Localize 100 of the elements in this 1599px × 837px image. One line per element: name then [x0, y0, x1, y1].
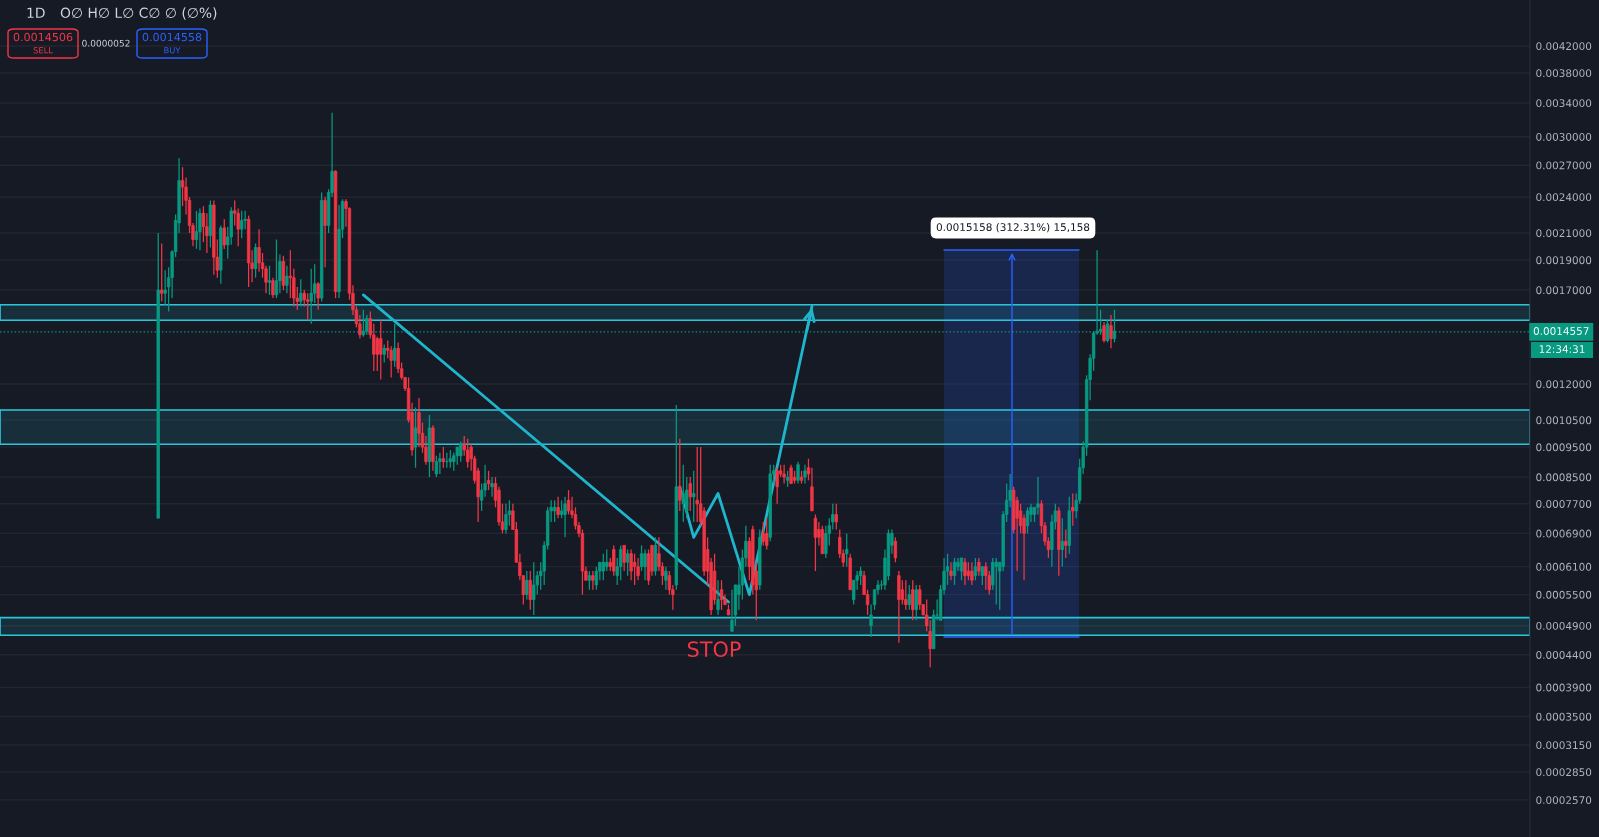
candlestick — [970, 561, 974, 586]
y-tick-label: 0.0002850 — [1536, 768, 1592, 777]
candlestick — [490, 476, 494, 498]
candlestick — [629, 548, 633, 581]
candlestick — [1064, 528, 1068, 559]
y-tick-label: 0.0017000 — [1536, 286, 1592, 295]
ref-line-label: 0.0014557 — [1533, 327, 1589, 335]
candlestick — [869, 603, 873, 638]
candlestick — [552, 499, 557, 523]
candlestick — [632, 553, 637, 586]
candlestick — [664, 566, 668, 591]
chart-title: 1D — [27, 7, 45, 18]
candlestick — [612, 544, 616, 577]
candlestick — [281, 255, 286, 291]
y-tick-label: 0.0042000 — [1536, 42, 1592, 51]
candlestick — [695, 446, 699, 523]
candlestick — [692, 470, 696, 523]
candlestick — [911, 579, 915, 621]
candlestick — [775, 467, 779, 505]
candlestick — [1109, 314, 1113, 349]
candlestick — [813, 513, 818, 572]
candlestick — [316, 281, 320, 311]
candlestick — [504, 503, 508, 535]
y-tick-label: 0.0012000 — [1536, 380, 1592, 389]
candlestick — [591, 570, 595, 591]
text: 12:34:31 — [1539, 345, 1585, 354]
y-tick-label: 0.0009500 — [1536, 443, 1592, 452]
candlestick — [587, 570, 592, 591]
candlestick — [914, 584, 918, 621]
candlestick — [198, 207, 202, 251]
candlestick — [984, 561, 988, 591]
candlestick — [532, 561, 536, 616]
candlestick — [594, 566, 599, 591]
y-tick-label: 0.0003150 — [1536, 741, 1592, 750]
candlestick — [681, 464, 685, 523]
candlestick — [194, 210, 199, 250]
candlestick — [803, 464, 807, 485]
candlestick — [956, 557, 960, 572]
candlestick — [963, 557, 967, 586]
candlestick — [625, 548, 630, 577]
candlestick — [309, 268, 313, 325]
candlestick — [525, 570, 529, 601]
candlestick — [382, 343, 386, 364]
candlestick — [761, 521, 765, 547]
candlestick — [994, 557, 998, 606]
candlestick — [907, 584, 911, 611]
candlestick — [900, 579, 905, 606]
annotation: 0.0014506 — [13, 32, 73, 42]
annotation: SELL — [33, 47, 53, 54]
candlestick — [274, 238, 279, 299]
annotation: 0.0015158 (312.31%) 15,158 — [936, 222, 1090, 233]
candlestick — [240, 210, 244, 239]
y-tick-label: 0.0030000 — [1536, 133, 1592, 141]
y-tick-label: 0.0034000 — [1536, 99, 1592, 108]
candlestick — [556, 496, 560, 519]
candlestick — [789, 464, 793, 485]
candlestick — [1036, 476, 1040, 516]
y-tick-label: 0.0021000 — [1536, 229, 1592, 238]
candlestick — [897, 570, 901, 644]
candlestick — [466, 438, 470, 469]
candlestick — [716, 579, 720, 616]
candlestick — [845, 532, 849, 568]
candlestick — [285, 265, 289, 294]
candlestick — [563, 496, 567, 538]
candlestick — [1060, 517, 1064, 568]
candlestick — [765, 517, 769, 551]
candlestick — [796, 461, 800, 485]
candlestick — [438, 452, 442, 475]
y-tick-label: 0.0019000 — [1536, 256, 1592, 265]
y-tick-label: 0.0003900 — [1536, 683, 1592, 692]
y-tick-label: 0.0006100 — [1536, 562, 1592, 571]
candlestick — [639, 544, 644, 572]
candlestick — [375, 336, 379, 372]
candlestick — [434, 455, 439, 478]
candlestick — [486, 470, 491, 491]
y-tick-label: 0.0005500 — [1536, 590, 1592, 599]
candlestick — [566, 489, 571, 516]
candlestick — [904, 579, 908, 611]
y-tick-label: 0.0008500 — [1536, 473, 1592, 482]
y-tick-label: 0.0004400 — [1536, 651, 1592, 659]
y-tick-label: 0.0024000 — [1536, 193, 1592, 202]
y-tick-label: 0.0003500 — [1536, 712, 1592, 721]
candlestick — [619, 544, 623, 581]
candlestick — [643, 548, 647, 581]
candlestick — [1105, 319, 1110, 344]
y-tick-label: 0.0038000 — [1536, 69, 1592, 78]
y-tick-label: 0.0027000 — [1536, 161, 1592, 170]
y-tick-label: 0.0004900 — [1536, 621, 1592, 630]
candlestick — [622, 544, 626, 572]
candlestick — [271, 277, 275, 299]
candlestick — [980, 566, 984, 586]
candlestick — [413, 406, 418, 469]
candlestick — [267, 265, 272, 296]
candlestick — [393, 323, 397, 368]
annotation: O∅ H∅ L∅ C∅ ∅ (∅%) — [60, 7, 217, 20]
annotation: BUY — [164, 47, 181, 54]
candlestick — [949, 561, 953, 581]
candlestick — [834, 503, 838, 531]
y-tick-label: 0.0010500 — [1536, 416, 1592, 425]
candlestick — [389, 345, 393, 379]
